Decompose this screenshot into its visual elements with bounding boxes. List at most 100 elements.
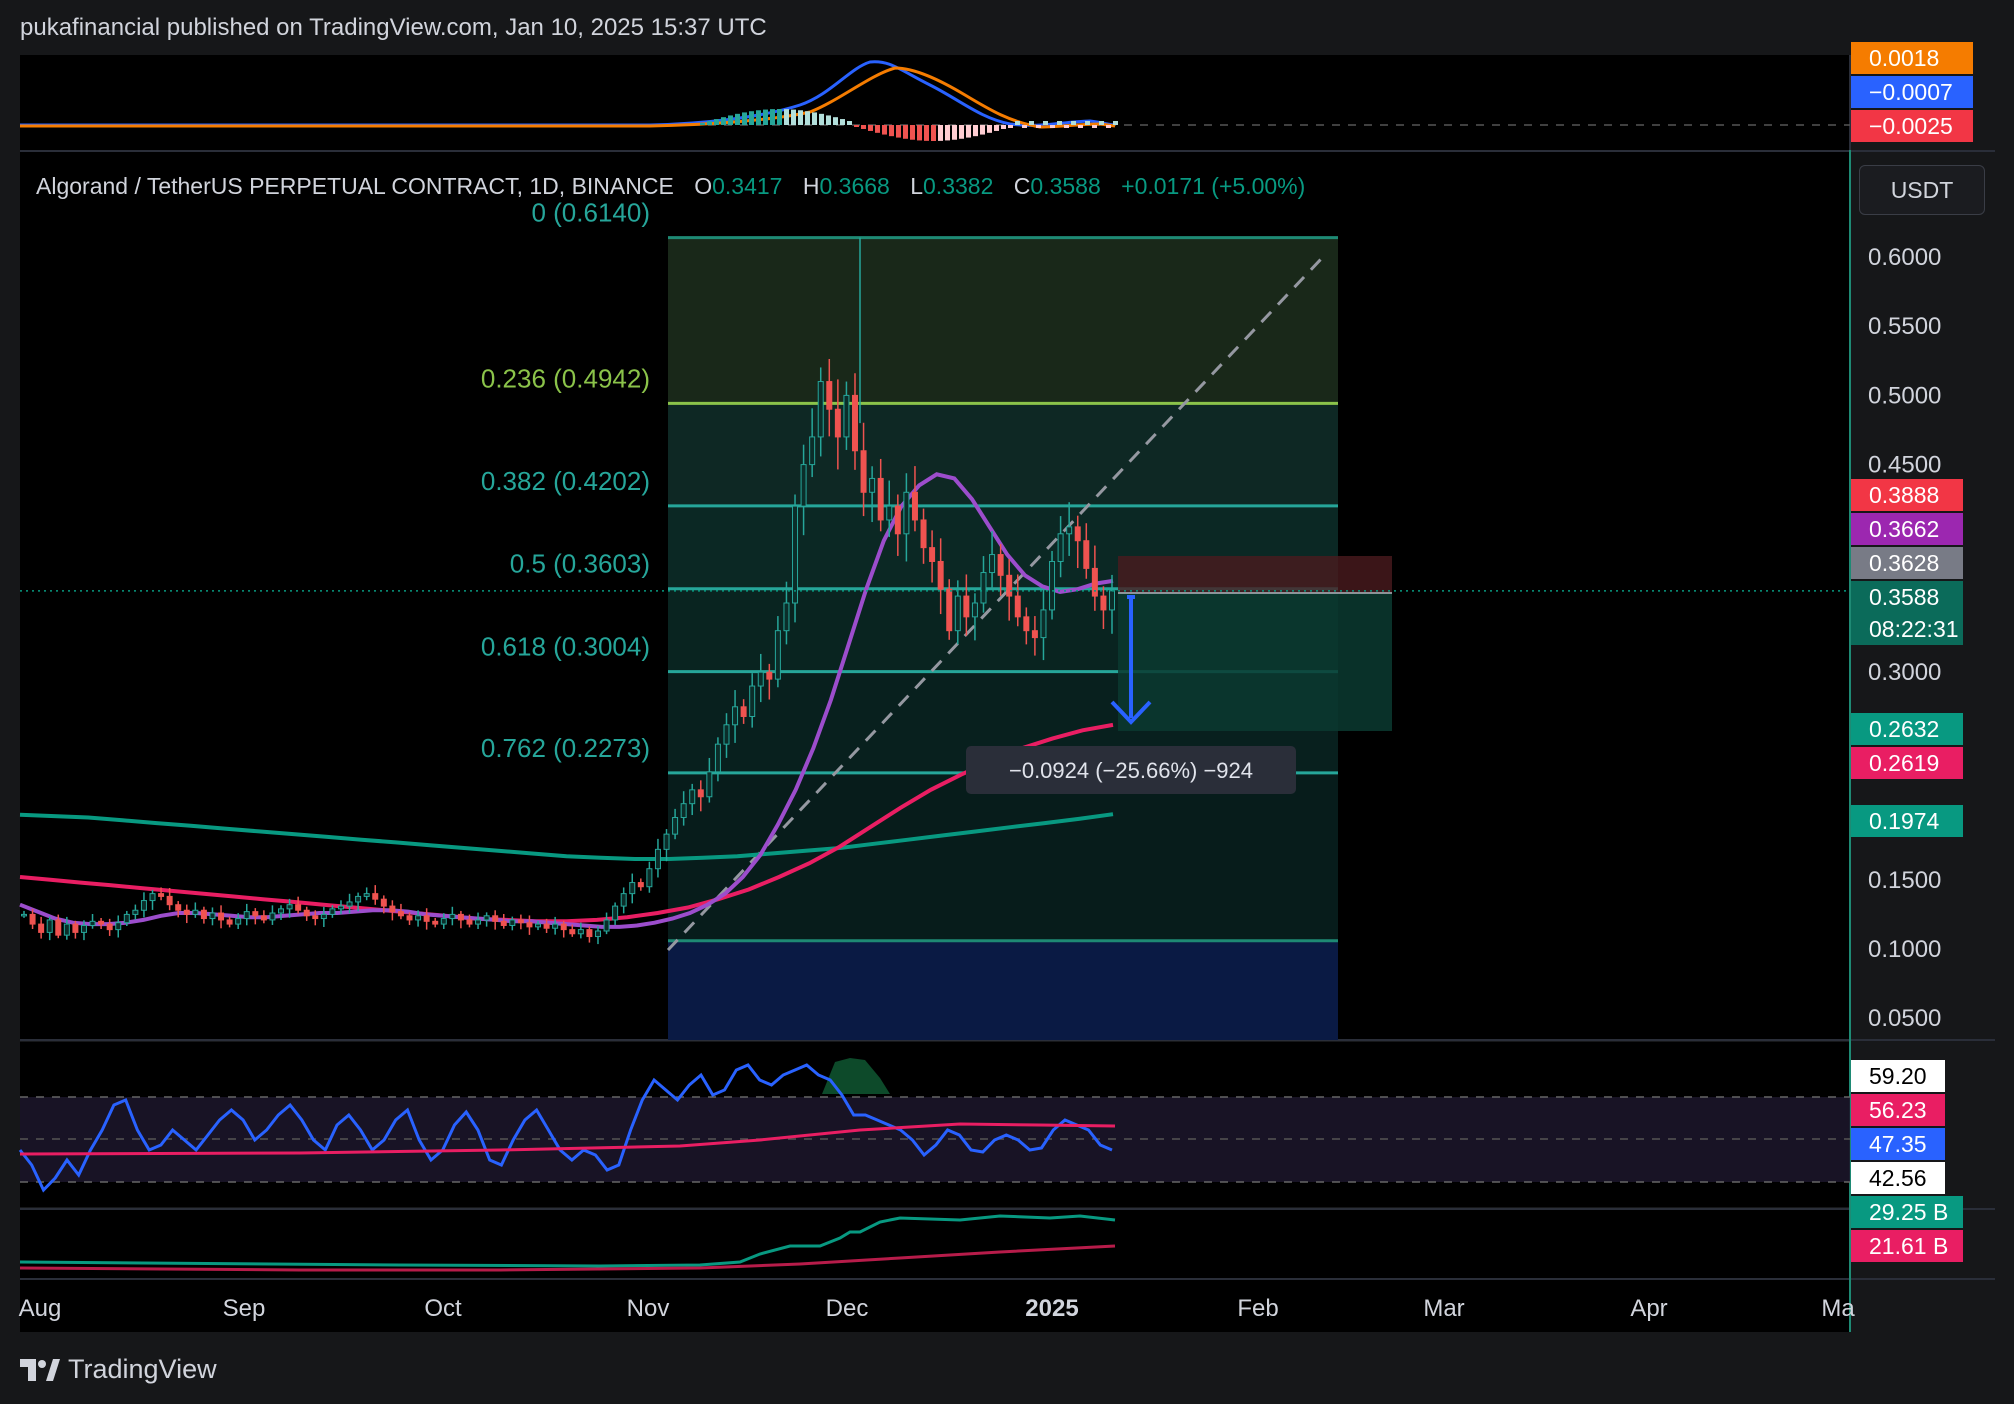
candle-body: [1066, 526, 1073, 535]
macd-histogram-bar: [875, 125, 880, 133]
macd-histogram-bar: [938, 125, 943, 141]
obv-badge: [1851, 1230, 1963, 1262]
price-badge: [1851, 747, 1963, 779]
rsi-badge-value: 47.35: [1869, 1131, 1927, 1157]
price-badge: [1851, 479, 1963, 511]
countdown-label: 08:22:31: [1869, 616, 1959, 642]
macd-badge-value: −0.0007: [1869, 79, 1953, 105]
candle-body: [149, 893, 156, 902]
candle-body: [980, 572, 987, 604]
price-tick-label: 0.5500: [1868, 313, 1941, 340]
ohlc-l-label: L: [910, 173, 923, 199]
macd-histogram-bar: [1071, 121, 1076, 125]
candle-body: [740, 706, 747, 717]
fib-level-label: 0.5 (0.3603): [510, 549, 650, 579]
macd-histogram-bar: [763, 109, 768, 125]
macd-histogram-bar: [714, 119, 719, 125]
rsi-badge-value: 56.23: [1869, 1097, 1927, 1123]
candle-body: [106, 923, 113, 931]
candle-body: [346, 901, 353, 907]
candle-body: [449, 913, 456, 920]
price-badge-value: 0.2632: [1869, 716, 1939, 742]
macd-histogram-bar: [1092, 125, 1097, 128]
candle-body: [166, 895, 173, 906]
macd-histogram-bar: [959, 125, 964, 139]
candle-body: [997, 554, 1004, 576]
currency-button[interactable]: USDT: [1859, 165, 1985, 215]
time-tick-label: 2025: [1025, 1295, 1078, 1322]
candle-body: [98, 920, 105, 925]
macd-histogram-bar: [707, 121, 712, 125]
candle-body: [158, 893, 165, 897]
trend-line[interactable]: [666, 256, 1324, 952]
candle-body: [603, 919, 610, 932]
footer-brand-label: TradingView: [68, 1354, 217, 1384]
footer-brand: TradingView: [20, 1354, 217, 1385]
candle-body: [800, 464, 807, 507]
candle-body: [766, 671, 773, 680]
candle-body: [654, 848, 661, 870]
price-badge: [1851, 547, 1963, 579]
obv-badge-value: 29.25 B: [1869, 1199, 1948, 1225]
ohlc-c: 0.3588: [1030, 173, 1100, 199]
time-axis[interactable]: Aug Sep Oct Nov Dec 2025 Feb Mar Apr Ma: [19, 1295, 1856, 1322]
candle-body: [209, 912, 216, 920]
price-badge-value: 0.3888: [1869, 482, 1939, 508]
macd-histogram-bar: [812, 112, 817, 125]
time-tick-label: Dec: [826, 1295, 869, 1322]
candle-body: [517, 919, 524, 924]
candle-body: [63, 923, 70, 936]
candle-body: [783, 602, 790, 632]
candle-body: [380, 898, 387, 907]
candle-body: [577, 929, 584, 935]
candle-body: [560, 923, 567, 931]
price-tick-label: 0.4500: [1868, 452, 1941, 479]
macd-histogram-bar: [966, 125, 971, 138]
time-tick-label: Nov: [627, 1295, 670, 1322]
macd-histogram-bar: [840, 119, 845, 125]
candle-body: [903, 491, 910, 535]
candle-body: [1031, 630, 1038, 639]
fib-zone: [668, 772, 1338, 941]
candle-body: [946, 588, 953, 632]
macd-histogram-bar: [756, 110, 761, 125]
candle-body: [1074, 526, 1081, 542]
price-tick-label: 0.1000: [1868, 936, 1941, 963]
candle-body: [80, 924, 87, 933]
candle-body: [492, 915, 499, 922]
candle-body: [937, 560, 944, 590]
macd-histogram-bar: [952, 125, 957, 140]
candle-body: [132, 909, 139, 915]
candle-body: [869, 477, 876, 493]
macd-histogram-bar: [749, 111, 754, 125]
price-tick-label: 0.1500: [1868, 867, 1941, 894]
target-zone[interactable]: [1118, 593, 1392, 731]
candle-body: [552, 923, 559, 929]
stop-zone[interactable]: [1118, 556, 1392, 593]
obv-badge-value: 21.61 B: [1869, 1233, 1948, 1259]
candle-body: [389, 905, 396, 913]
macd-histogram-bar: [861, 125, 866, 129]
macd-histogram-bar: [868, 125, 873, 131]
rsi-badge: [1851, 1128, 1945, 1160]
candle-body: [252, 911, 259, 917]
macd-histogram-bar: [805, 111, 810, 125]
candle-body: [1049, 560, 1056, 611]
candle-body: [689, 789, 696, 805]
candle-body: [732, 706, 739, 726]
candle-body: [817, 381, 824, 438]
candle-body: [303, 909, 310, 917]
candle-body: [363, 893, 370, 897]
price-axis[interactable]: 0.6000 0.5500 0.5000 0.4500 0.3000 0.1500 0.10…: [1868, 244, 1941, 1032]
macd-histogram-bar: [700, 123, 705, 125]
candles: [21, 237, 1115, 945]
publish-info: pukafinancial published on TradingView.c…: [20, 14, 767, 41]
time-axis-pane: [20, 1280, 1850, 1332]
candle-body: [260, 915, 267, 921]
macd-histogram-bar: [1022, 125, 1027, 128]
price-tick-label: 0.5000: [1868, 382, 1941, 409]
ohlc-c-label: C: [1014, 173, 1031, 199]
ohlc-l: 0.3382: [923, 173, 993, 199]
macd-histogram-bar: [798, 110, 803, 125]
